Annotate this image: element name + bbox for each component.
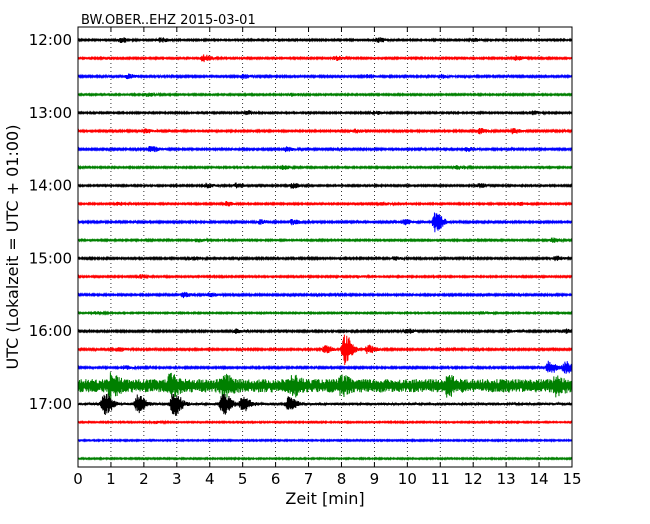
seismic-trace	[77, 91, 573, 98]
seismic-trace	[77, 127, 573, 135]
seismic-trace	[77, 212, 573, 233]
x-tick-label: 8	[337, 470, 347, 488]
x-tick-label: 5	[238, 470, 248, 488]
seismic-trace	[77, 201, 573, 207]
seismic-trace	[77, 109, 573, 116]
seismic-trace	[77, 310, 573, 316]
y-tick-label: 12:00	[29, 31, 72, 49]
seismic-trace	[77, 237, 573, 244]
x-axis-title: Zeit [min]	[285, 489, 364, 508]
trace-group	[77, 37, 573, 461]
seismic-trace	[77, 291, 573, 299]
seismic-trace	[77, 456, 573, 461]
seismic-trace	[77, 182, 573, 189]
x-tick-label: 12	[464, 470, 483, 488]
x-tick-label: 2	[139, 470, 149, 488]
seismic-trace	[77, 328, 573, 334]
seismic-trace	[77, 334, 573, 365]
seismic-trace	[77, 372, 573, 400]
seismic-trace	[77, 255, 573, 262]
x-tick-label: 9	[370, 470, 380, 488]
seismic-trace	[77, 393, 573, 416]
y-tick-label: 17:00	[29, 395, 72, 413]
x-tick-label: 0	[73, 470, 83, 488]
x-tick-label: 14	[530, 470, 549, 488]
x-tick-label: 11	[431, 470, 450, 488]
seismic-trace	[77, 145, 573, 153]
seismic-trace	[77, 54, 573, 63]
seismic-trace	[77, 164, 573, 171]
y-axis-title: UTC (Lokalzeit = UTC + 01:00)	[3, 125, 22, 370]
y-tick-label: 15:00	[29, 249, 72, 267]
y-tick-label: 13:00	[29, 104, 72, 122]
y-tick-label: 14:00	[29, 177, 72, 195]
x-tick-label: 13	[497, 470, 516, 488]
seismic-trace	[77, 437, 573, 443]
x-tick-label: 7	[304, 470, 314, 488]
y-tick-label: 16:00	[29, 322, 72, 340]
seismic-trace	[77, 73, 573, 80]
x-tick-label: 6	[271, 470, 281, 488]
seismic-trace	[77, 37, 573, 44]
grid-lines	[110, 27, 540, 467]
plot-frame	[77, 26, 573, 468]
seismic-trace	[77, 273, 573, 280]
x-tick-label: 1	[106, 470, 116, 488]
x-tick-label: 4	[205, 470, 215, 488]
x-tick-label: 15	[562, 470, 581, 488]
axis-ticks: 0 1 2 3 4 5 6 7 8 9 10 11 12 13 14 1512:0013:0014:0015:…	[29, 27, 582, 488]
seismic-trace	[77, 419, 573, 425]
chart-title: BW.OBER..EHZ 2015-03-01	[81, 13, 256, 28]
x-tick-label: 10	[398, 470, 417, 488]
seismic-trace	[77, 360, 573, 374]
x-tick-label: 3	[172, 470, 182, 488]
